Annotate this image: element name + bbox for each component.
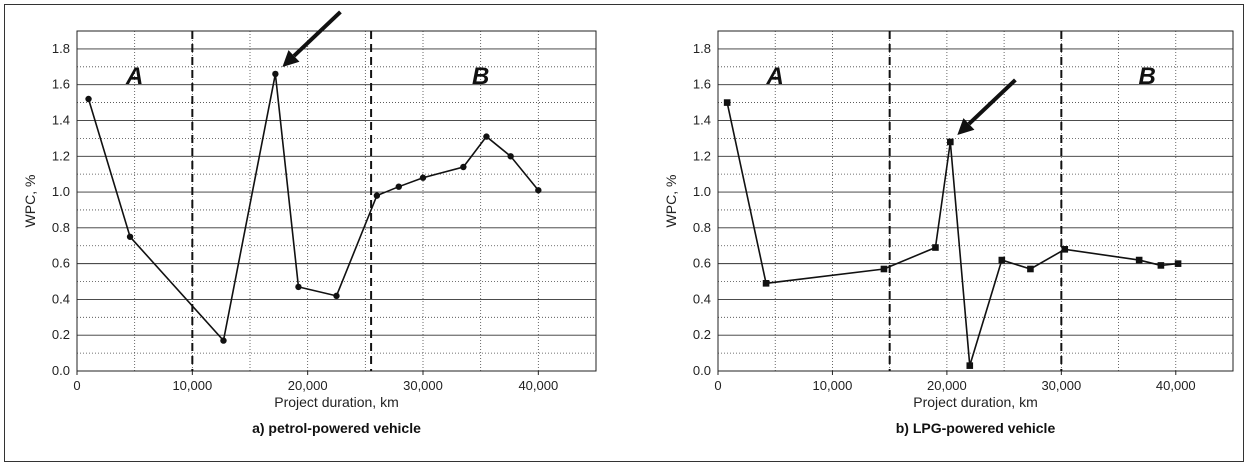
figure-frame (4, 4, 1244, 462)
data-point (1061, 246, 1069, 253)
x-tick-label: 20,000 (288, 378, 328, 393)
data-point (85, 95, 92, 103)
data-point (126, 233, 134, 240)
x-tick-label: 30,000 (1041, 378, 1081, 393)
x-tick-label: 40,000 (518, 378, 558, 393)
chart-caption: b) LPG-powered vehicle (896, 420, 1056, 436)
y-tick-label: 1.2 (693, 148, 711, 163)
y-tick-label: 1.6 (52, 77, 70, 92)
y-tick-label: 0.4 (693, 291, 711, 306)
chart-caption: a) petrol-powered vehicle (252, 420, 421, 436)
data-point (295, 283, 302, 291)
y-tick-label: 0.4 (52, 291, 70, 306)
data-point (373, 192, 381, 199)
y-tick-label: 0.8 (693, 220, 711, 235)
chart-lpg: 0.0 0.2 0.4 0.6 0.8 1.0 1.2 1.4 1.6 1.8 0 10,000 20,… (663, 30, 1234, 436)
y-tick-label: 1.8 (52, 41, 70, 56)
data-point (220, 337, 227, 344)
data-point (1027, 265, 1034, 273)
zone-label-a: A (766, 63, 784, 90)
data-point (272, 70, 279, 78)
y-tick-label: 0.0 (693, 363, 711, 378)
zone-label-b: B (472, 63, 489, 90)
data-point (483, 133, 490, 140)
y-tick-label: 0.6 (52, 256, 70, 271)
y-tick-label: 0.0 (52, 363, 70, 378)
plot-area (717, 30, 1234, 372)
y-axis-label: WPC, % (663, 175, 679, 228)
data-point (1174, 260, 1182, 267)
data-point (947, 138, 954, 146)
arrow-shaft (967, 78, 1017, 126)
zone-label-b: B (1138, 63, 1155, 90)
data-point (723, 99, 731, 106)
x-axis-label: Project duration, km (913, 394, 1038, 410)
x-tick-label: 0 (73, 378, 80, 393)
plot-area (76, 30, 597, 372)
y-tick-label: 0.2 (693, 327, 711, 342)
data-point (1135, 256, 1143, 264)
y-tick-label: 1.6 (693, 77, 711, 92)
series-line (726, 102, 1179, 366)
data-point (419, 174, 427, 181)
x-tick-label: 10,000 (813, 378, 853, 393)
y-tick-label: 0.2 (52, 327, 70, 342)
zone-label-a: A (125, 63, 143, 90)
y-tick-label: 1.4 (52, 112, 70, 127)
data-point (966, 362, 974, 369)
arrow-head (957, 118, 975, 135)
series-line (87, 73, 539, 343)
data-point (1157, 262, 1165, 269)
y-tick-label: 0.6 (693, 256, 711, 271)
data-point (932, 244, 939, 251)
chart-petrol: 0.0 0.2 0.4 0.6 0.8 1.0 1.2 1.4 1.6 1.8 0 10,000 20,… (22, 10, 597, 436)
y-tick-label: 1.4 (693, 112, 711, 127)
y-tick-label: 1.0 (52, 184, 70, 199)
data-point (333, 292, 340, 300)
x-axis-label: Project duration, km (274, 394, 399, 410)
data-point (395, 183, 402, 190)
data-point (507, 153, 514, 160)
y-tick-label: 0.8 (52, 220, 70, 235)
data-point (998, 256, 1006, 264)
x-tick-label: 30,000 (403, 378, 443, 393)
y-tick-label: 1.8 (693, 41, 711, 56)
data-point (880, 265, 888, 273)
data-point (460, 163, 467, 171)
arrow-head (282, 50, 300, 67)
x-tick-label: 20,000 (927, 378, 967, 393)
x-tick-label: 10,000 (172, 378, 212, 393)
y-tick-label: 1.0 (693, 184, 711, 199)
data-point (535, 187, 542, 194)
y-axis-label: WPC, % (22, 175, 38, 228)
y-tick-label: 1.2 (52, 148, 70, 163)
arrow-shaft (292, 10, 342, 58)
data-point (762, 280, 770, 287)
x-tick-label: 40,000 (1156, 378, 1196, 393)
x-tick-label: 0 (714, 378, 721, 393)
